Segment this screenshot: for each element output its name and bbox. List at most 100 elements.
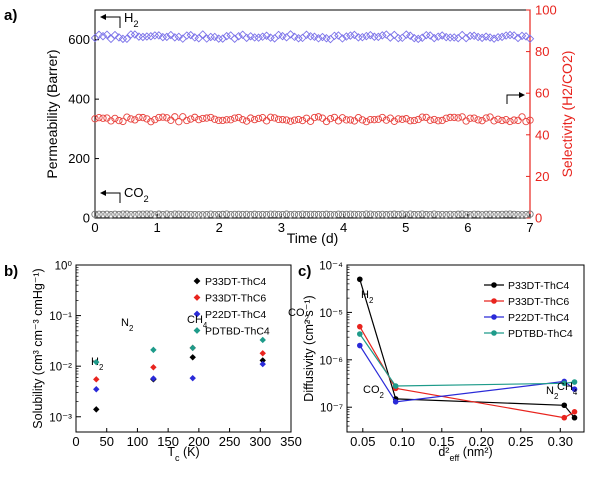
data-point-selectivity [414, 115, 422, 124]
data-point-co2 [203, 211, 211, 219]
y-tick-label-c: 10⁻⁴ [319, 261, 343, 273]
data-point-selectivity [470, 114, 478, 122]
data-point-co2 [143, 210, 151, 218]
series-line-c [359, 333, 575, 387]
data-point-selectivity [235, 113, 243, 122]
data-point-h2 [118, 34, 128, 44]
data-point-h2 [154, 31, 164, 40]
data-point-h2 [374, 32, 383, 42]
y-tick-label-right: 20 [535, 169, 549, 184]
data-point-h2 [501, 31, 511, 40]
gas-label-b: CO2 [288, 307, 309, 323]
data-point-co2 [131, 210, 139, 219]
data-point-h2 [318, 32, 327, 42]
data-point-selectivity [239, 116, 247, 124]
data-point-c [356, 323, 363, 330]
data-point-co2 [147, 210, 155, 218]
data-point-co2 [175, 210, 183, 218]
data-point-selectivity [374, 115, 382, 123]
data-point-h2 [489, 34, 499, 43]
panel-c: c) 0.05 0.10 0.15 0.20 0.25 0.30 10⁻⁷ 10⁻⁶ 10⁻⁵ 10… [298, 261, 585, 463]
data-point-b [93, 406, 100, 413]
data-point-co2 [326, 210, 335, 219]
y-tick-label-b: 10⁰ [55, 261, 73, 273]
data-point-h2 [362, 31, 371, 41]
data-point-co2 [310, 210, 319, 219]
data-point-h2 [314, 34, 323, 43]
data-point-selectivity [398, 115, 406, 123]
data-point-selectivity [203, 114, 211, 122]
data-point-co2 [450, 210, 458, 219]
y-axis-title-left: Permeability (Barrer) [44, 49, 60, 178]
data-point-co2 [211, 211, 219, 219]
data-point-co2 [159, 210, 167, 219]
data-point-h2 [286, 30, 295, 39]
data-point-co2 [502, 210, 510, 218]
data-point-h2 [214, 34, 223, 43]
legend-label-b: P33DT-ThC4 [205, 276, 266, 288]
data-point-h2 [461, 33, 471, 43]
data-point-h2 [358, 32, 367, 42]
data-point-h2 [174, 32, 184, 42]
x-tick-label-b: 150 [157, 434, 179, 449]
data-point-co2 [362, 210, 371, 218]
data-point-selectivity [330, 113, 339, 122]
gas-label-c: H2 [361, 289, 373, 305]
legend-marker-c [491, 314, 497, 320]
x-tick-label-c: 0.20 [469, 434, 494, 449]
data-point-h2 [94, 30, 104, 40]
y-tick-label-b: 10⁻² [49, 362, 72, 374]
data-point-selectivity [119, 117, 127, 126]
legend-label-b: P22DT-ThC4 [205, 309, 266, 321]
data-point-co2 [418, 210, 426, 218]
data-point-selectivity [402, 115, 410, 123]
data-point-selectivity [107, 117, 115, 125]
data-point-h2 [402, 30, 411, 39]
data-point-selectivity [187, 115, 195, 123]
data-point-selectivity [506, 117, 514, 126]
data-point-selectivity [175, 118, 183, 126]
data-point-c [392, 399, 399, 405]
legend-label-c: P33DT-ThC4 [508, 280, 569, 292]
data-point-h2 [150, 31, 160, 40]
data-point-h2 [425, 31, 435, 40]
legend-label-b: P33DT-ThC6 [205, 293, 266, 305]
data-point-selectivity [482, 114, 490, 122]
y-tick-label-right: 80 [535, 44, 549, 59]
x-tick-label-b: 300 [249, 434, 271, 449]
data-point-co2 [294, 210, 303, 219]
legend-label-c: P22DT-ThC4 [508, 312, 569, 324]
data-point-selectivity [454, 114, 462, 122]
data-point-selectivity [306, 117, 315, 126]
data-point-h2 [218, 34, 227, 43]
data-point-co2 [302, 210, 311, 219]
legend-label-c: PDTBD-ThC4 [508, 328, 573, 340]
panel-a-label: a) [4, 7, 17, 24]
data-point-co2 [442, 211, 450, 219]
data-point-co2 [350, 210, 359, 219]
legend-marker-b [193, 327, 201, 334]
data-point-selectivity [346, 116, 355, 124]
data-point-co2 [250, 210, 259, 218]
data-point-h2 [354, 33, 363, 42]
data-point-c [356, 342, 363, 349]
series-line-c [359, 279, 575, 419]
data-point-h2 [457, 30, 467, 40]
data-point-co2 [243, 210, 251, 219]
data-point-selectivity [358, 116, 367, 124]
data-point-selectivity [163, 114, 171, 122]
data-point-co2 [99, 210, 107, 219]
data-point-co2 [390, 210, 398, 218]
data-point-co2 [115, 210, 123, 219]
legend-marker-b [193, 294, 201, 301]
series-line-c [359, 326, 575, 419]
x-tick-label-a: 7 [526, 220, 533, 235]
data-point-selectivity [294, 115, 303, 124]
y-tick-label-left: 600 [68, 32, 90, 47]
gas-label-c: CH4 [557, 381, 578, 397]
data-point-co2 [402, 211, 410, 219]
data-point-h2 [102, 30, 112, 39]
data-point-b [93, 358, 100, 366]
annotation-h2: H2 [124, 10, 139, 29]
